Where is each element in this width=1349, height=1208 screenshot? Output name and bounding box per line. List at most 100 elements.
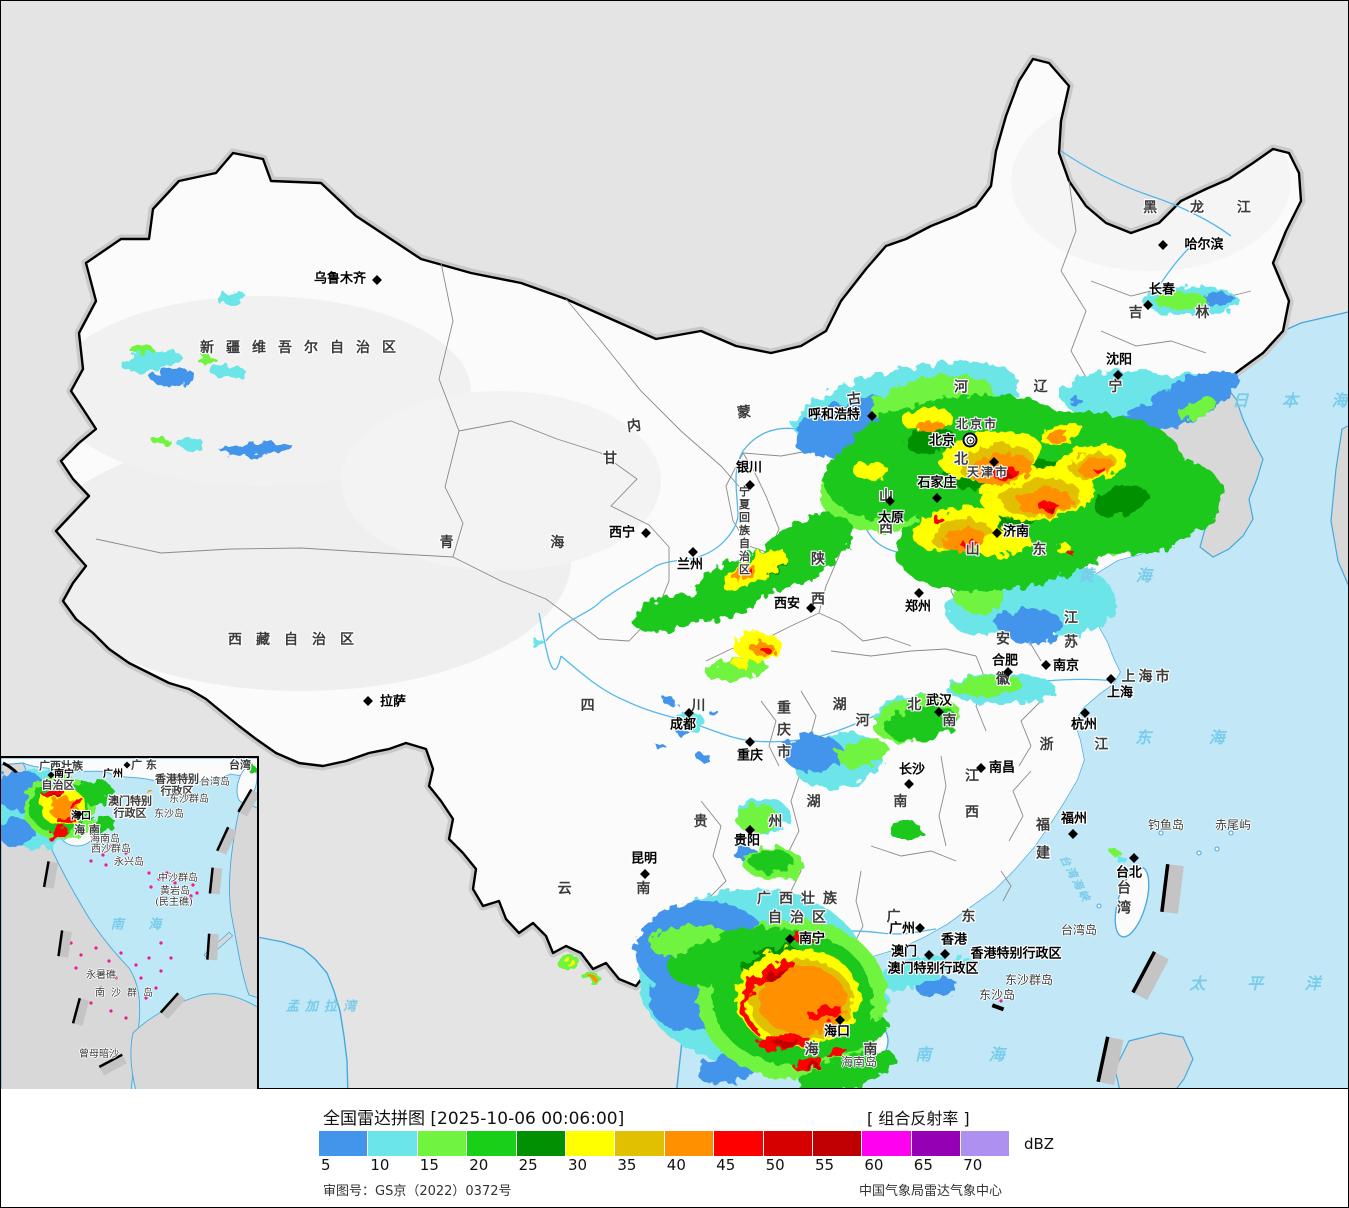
island-label: 海南岛 [840,1055,878,1069]
colorbar-value: 20 [469,1156,489,1174]
city-label: 上海 [1106,685,1134,701]
island-label: 曾母暗沙 [79,1049,119,1060]
inset-canvas [1,758,257,1089]
province-label: 海 南 [74,823,100,837]
island-label: 东沙群岛 [169,794,209,805]
colorbar-cell [368,1131,417,1156]
colorbar-cell [319,1131,368,1156]
province-label: 北京市 [955,417,999,431]
province-label: 澳门特别 [108,794,152,808]
city-label: 沈阳 [1105,352,1133,368]
sea-label: 黄 海 [1078,566,1170,585]
city-label: 乌鲁木齐 [313,271,367,287]
colorbar-value: 15 [419,1156,439,1174]
inset-nine-dash-line [42,788,257,1076]
province-label: 江西 [963,768,979,840]
province-label: 江苏 [1062,610,1078,658]
sea-label: 南 海 [915,1045,1031,1064]
colorbar-value: 30 [568,1156,588,1174]
province-label: 香港特别 [155,772,199,786]
inset-map-south-china-sea: 广西壮族 自治区 南宁 广 东广州 香港特别 行政区 澳门特别 行政区 台湾 台湾岛 东沙群岛 东沙岛… [1,756,259,1089]
province-label: 天津市 [966,465,1010,479]
colorbar-cell [516,1131,565,1156]
colorbar-value: 10 [370,1156,390,1174]
colorbar-cell [862,1131,911,1156]
unit-label: dBZ [1024,1135,1055,1153]
colorbar-cell [911,1131,961,1156]
nine-dash-line [991,863,1184,1086]
city-label: 福州 [1060,811,1088,827]
foreign-land [1114,382,1348,1088]
city-label: 石家庄 [917,475,957,491]
city-label: 太原 [877,510,905,526]
colorbar-cell [615,1131,664,1156]
city-label: 成都 [669,717,697,733]
province-label: 海 南 [804,1042,898,1058]
radar-map: 黑 龙 江吉 林辽 宁内 蒙 古新疆维吾尔自治区 西藏自治区青 海甘宁夏回族自治区… [1,1,1348,1089]
colorbar-value: 35 [617,1156,637,1174]
city-label: 台北 [1115,865,1143,881]
city-label: 兰州 [676,557,704,573]
island-label: 台湾岛 [1060,923,1098,937]
province-label: 湖 北 [832,697,950,713]
island-label: (民主礁) [155,897,193,908]
province-label: 行政区 [160,784,194,798]
city-label: 济南 [1002,524,1030,540]
province-label: 台湾 [1115,880,1131,920]
province-label: 辽 宁 [1033,379,1151,395]
legend: 全国雷达拼图 [2025-10-06 00:06:00] [ 组合反射率 ] d… [1,1090,1348,1207]
province-label: 福建 [1034,817,1050,873]
colorbar-value: 45 [716,1156,736,1174]
sea-label: 孟加拉湾 [285,999,363,1015]
capital-icon [962,432,978,448]
province-label: 广西壮族 [39,759,83,773]
colorbar-cell [417,1131,467,1156]
island-label: 西沙群岛 [91,844,131,855]
city-label: 昆明 [630,851,658,867]
island-label: 南沙群岛 [95,988,159,999]
province-label: 云 南 [557,881,681,897]
city-label: 西安 [773,596,801,612]
province-label: 四 川 [580,698,752,714]
colorbar-cell [714,1131,763,1156]
colorbar-cell [961,1131,1010,1156]
city-label: 南宁 [54,769,74,780]
island-label: 东沙群岛 [1004,973,1054,987]
province-label: 西藏自治区 [228,632,368,648]
city-label: 南京 [1052,658,1080,674]
province-label: 宁夏回族自治区 [737,485,751,577]
province-label: 安徽 [994,631,1010,711]
credit: 中国气象局雷达气象中心 [859,1184,1003,1199]
city-label: 西宁 [608,525,636,541]
island-label: 赤尾屿 [1214,818,1252,832]
city-label: 武汉 [925,693,953,709]
colorbar-value: 40 [666,1156,686,1174]
product-label: [ 组合反射率 ] [867,1109,970,1128]
province-label: 自治区 [41,778,75,792]
city-label: 重庆 [736,748,764,764]
city-label: 海口 [823,1024,851,1040]
sea-label: 太 平 洋 [1189,974,1339,993]
sea-label: 南 海 [110,917,172,933]
colorbar-value: 5 [321,1156,331,1174]
colorbar-value: 60 [864,1156,884,1174]
colorbar-value: 70 [963,1156,983,1174]
colorbar-value: 55 [815,1156,835,1174]
radar-echo-layer [121,286,1240,1088]
province-label: 湖 南 [806,794,942,810]
island-label: 钓鱼岛 [1147,818,1185,832]
island-label: 永兴岛 [114,857,144,868]
city-label: 贵阳 [733,833,761,849]
province-label: 黑 龙 江 [1143,200,1265,216]
city-label: 广州 [888,921,916,937]
sea-label: 东 海 [1135,728,1251,747]
province-label: 吉 林 [1128,305,1234,321]
province-label: 行政区 [113,806,147,820]
colorbar-cell [812,1131,862,1156]
province-label: 重庆市 [775,700,791,766]
island-label: 东沙岛 [978,988,1016,1002]
colorbar-cell [565,1131,615,1156]
island-label: 黄岩岛 [160,886,190,897]
legend-title: 全国雷达拼图 [2025-10-06 00:06:00] [323,1109,625,1129]
